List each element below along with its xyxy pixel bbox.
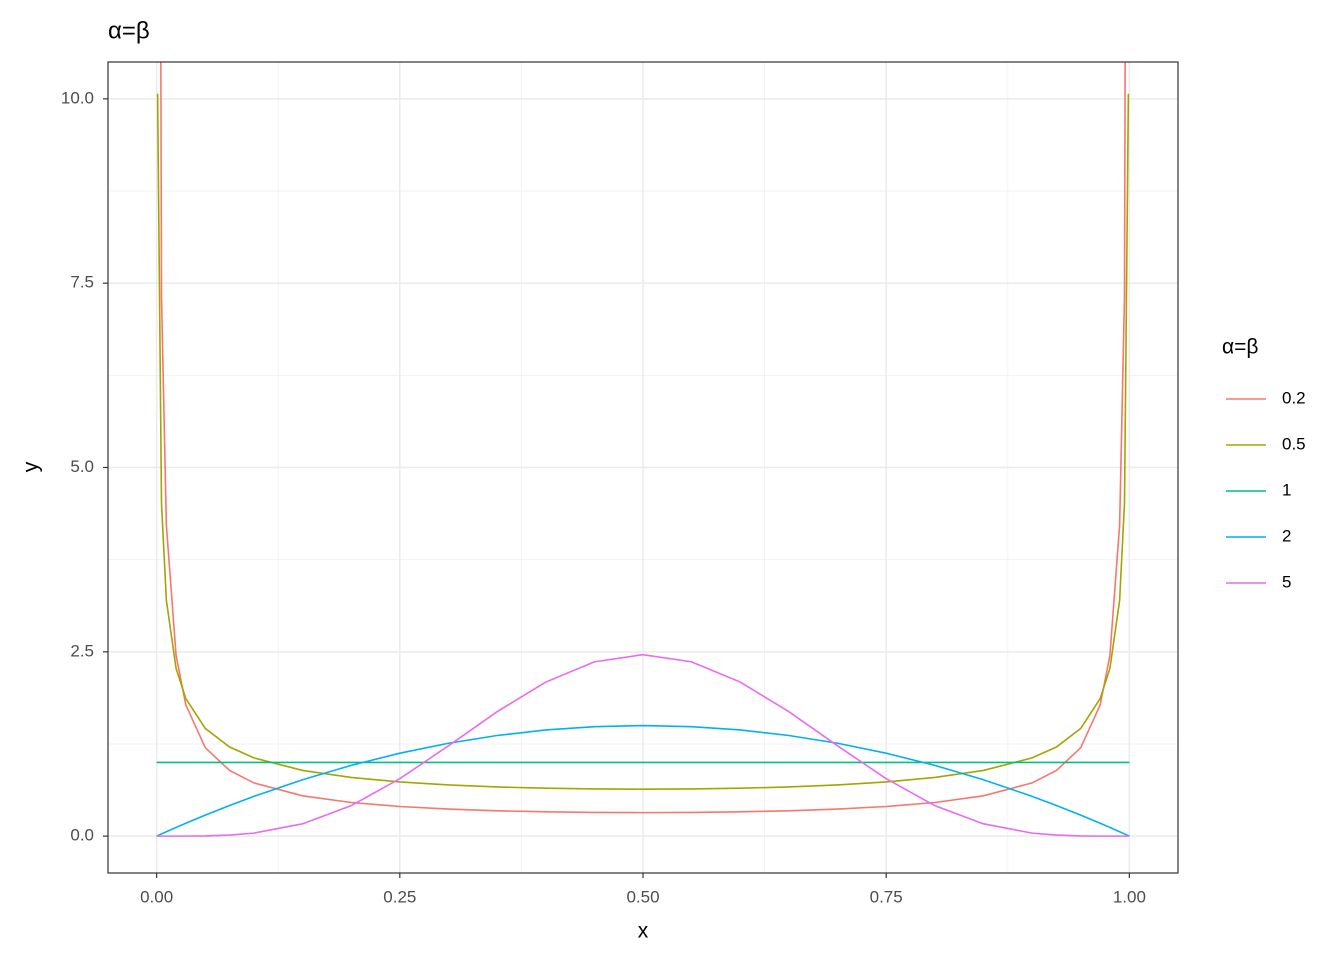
legend-label: 5 — [1282, 572, 1291, 591]
y-axis-label: y — [20, 461, 43, 472]
series-line — [160, 62, 1126, 814]
x-tick-label: 0.00 — [140, 887, 173, 906]
legend: 0.2 0.5 1 2 5 — [1226, 388, 1306, 591]
y-tick-label: 7.5 — [70, 273, 94, 292]
x-tick-label: 0.75 — [870, 887, 903, 906]
y-tick-label: 5.0 — [70, 457, 94, 476]
axes: 0.0 2.5 5.0 7.5 10.0 0.00 0.25 0.50 0.75 1.00 — [61, 88, 1146, 906]
x-tick-label: 0.25 — [383, 887, 416, 906]
y-tick-label: 0.0 — [70, 826, 94, 845]
y-tick-label: 10.0 — [61, 88, 94, 107]
y-tick-label: 2.5 — [70, 641, 94, 660]
series-line — [156, 724, 1130, 837]
plot-area — [156, 62, 1130, 837]
x-axis-label: x — [638, 920, 649, 943]
legend-label: 0.2 — [1282, 388, 1306, 407]
legend-label: 2 — [1282, 526, 1291, 545]
series-line — [156, 653, 1130, 837]
legend-title: α=β — [1222, 336, 1258, 359]
x-tick-label: 1.00 — [1113, 887, 1146, 906]
legend-label: 1 — [1282, 480, 1291, 499]
series-line — [156, 93, 1130, 790]
legend-label: 0.5 — [1282, 434, 1306, 453]
chart-title: α=β — [108, 17, 150, 44]
x-tick-label: 0.50 — [626, 887, 659, 906]
grid — [108, 62, 1178, 873]
